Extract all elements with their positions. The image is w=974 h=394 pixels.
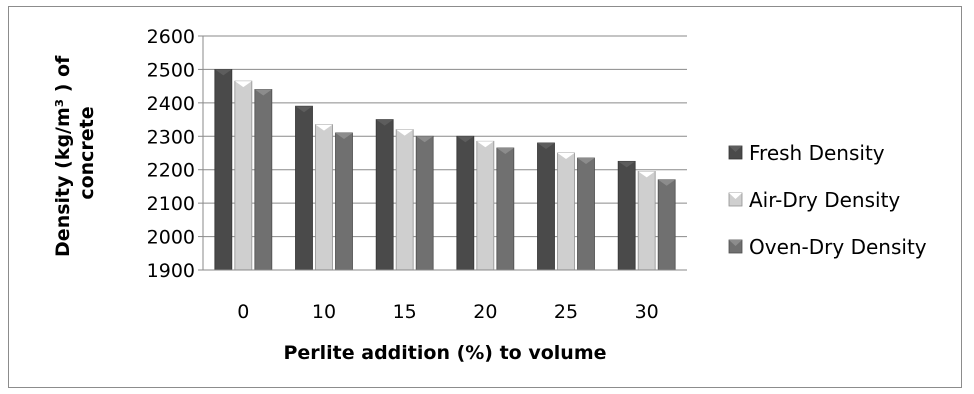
legend: Fresh Density Air-Dry Density Oven-Dry Den… (728, 141, 927, 259)
bar-oven-dry-density-30 (657, 179, 676, 271)
y-tick-label: 2400 (147, 93, 195, 115)
legend-item: Fresh Density (728, 141, 885, 165)
bar-oven-dry-density-10 (335, 132, 353, 271)
bar-air-dry-density-15 (395, 129, 414, 271)
bar-air-dry-density-30 (637, 170, 656, 271)
bar-oven-dry-density-15 (415, 135, 434, 271)
x-tick-label: 0 (237, 301, 249, 323)
legend-label: Air-Dry Density (749, 188, 900, 212)
bar-fresh-density-30 (617, 160, 636, 271)
x-tick-label: 30 (635, 301, 659, 323)
y-tick-label: 2200 (147, 160, 195, 182)
y-tick-labels: 1900 2000 2100 2200 2300 2400 2500 2600 (147, 26, 195, 282)
bar-air-dry-density-10 (315, 124, 333, 271)
y-tick-label: 2500 (147, 59, 195, 81)
density-bar-chart: 1900 2000 2100 2200 2300 2400 2500 2600 0 10 15 20… (52, 26, 927, 364)
y-tick-label: 2600 (147, 26, 195, 48)
gridlines (203, 35, 687, 271)
legend-item: Air-Dry Density (728, 188, 900, 212)
bar-air-dry-density-0 (234, 80, 253, 271)
bar-fresh-density-20 (456, 135, 475, 271)
bar-air-dry-density-20 (476, 140, 495, 271)
y-axis-title-line2: concrete (76, 106, 98, 199)
bar-air-dry-density-25 (557, 152, 575, 271)
bar-oven-dry-density-0 (254, 89, 273, 271)
y-axis-title-line1: Density (kg/m³ ) of (52, 55, 74, 257)
bar-fresh-density-10 (295, 105, 313, 271)
y-axis-title: Density (kg/m³ ) of concrete (52, 49, 98, 257)
y-tick-label: 2000 (147, 227, 195, 249)
x-tick-label: 20 (473, 301, 497, 323)
bar-fresh-density-15 (375, 119, 394, 271)
y-tick-label: 2300 (147, 126, 195, 148)
x-tick-labels: 0 10 15 20 25 30 (237, 301, 658, 323)
x-tick-label: 25 (554, 301, 578, 323)
legend-item: Oven-Dry Density (728, 235, 927, 259)
x-axis-title: Perlite addition (%) to volume (283, 342, 606, 364)
y-tick-label: 2100 (147, 193, 195, 215)
y-tick-label: 1900 (147, 260, 195, 282)
bar-oven-dry-density-25 (577, 157, 595, 271)
legend-label: Fresh Density (749, 141, 885, 165)
legend-label: Oven-Dry Density (749, 235, 927, 259)
x-tick-label: 15 (393, 301, 417, 323)
x-tick-label: 10 (312, 301, 336, 323)
bar-fresh-density-25 (537, 142, 555, 271)
axes (198, 35, 687, 271)
bar-oven-dry-density-20 (496, 147, 515, 271)
chart-frame: 1900 2000 2100 2200 2300 2400 2500 2600 0 10 15 20… (8, 6, 962, 388)
bar-fresh-density-0 (214, 69, 233, 271)
